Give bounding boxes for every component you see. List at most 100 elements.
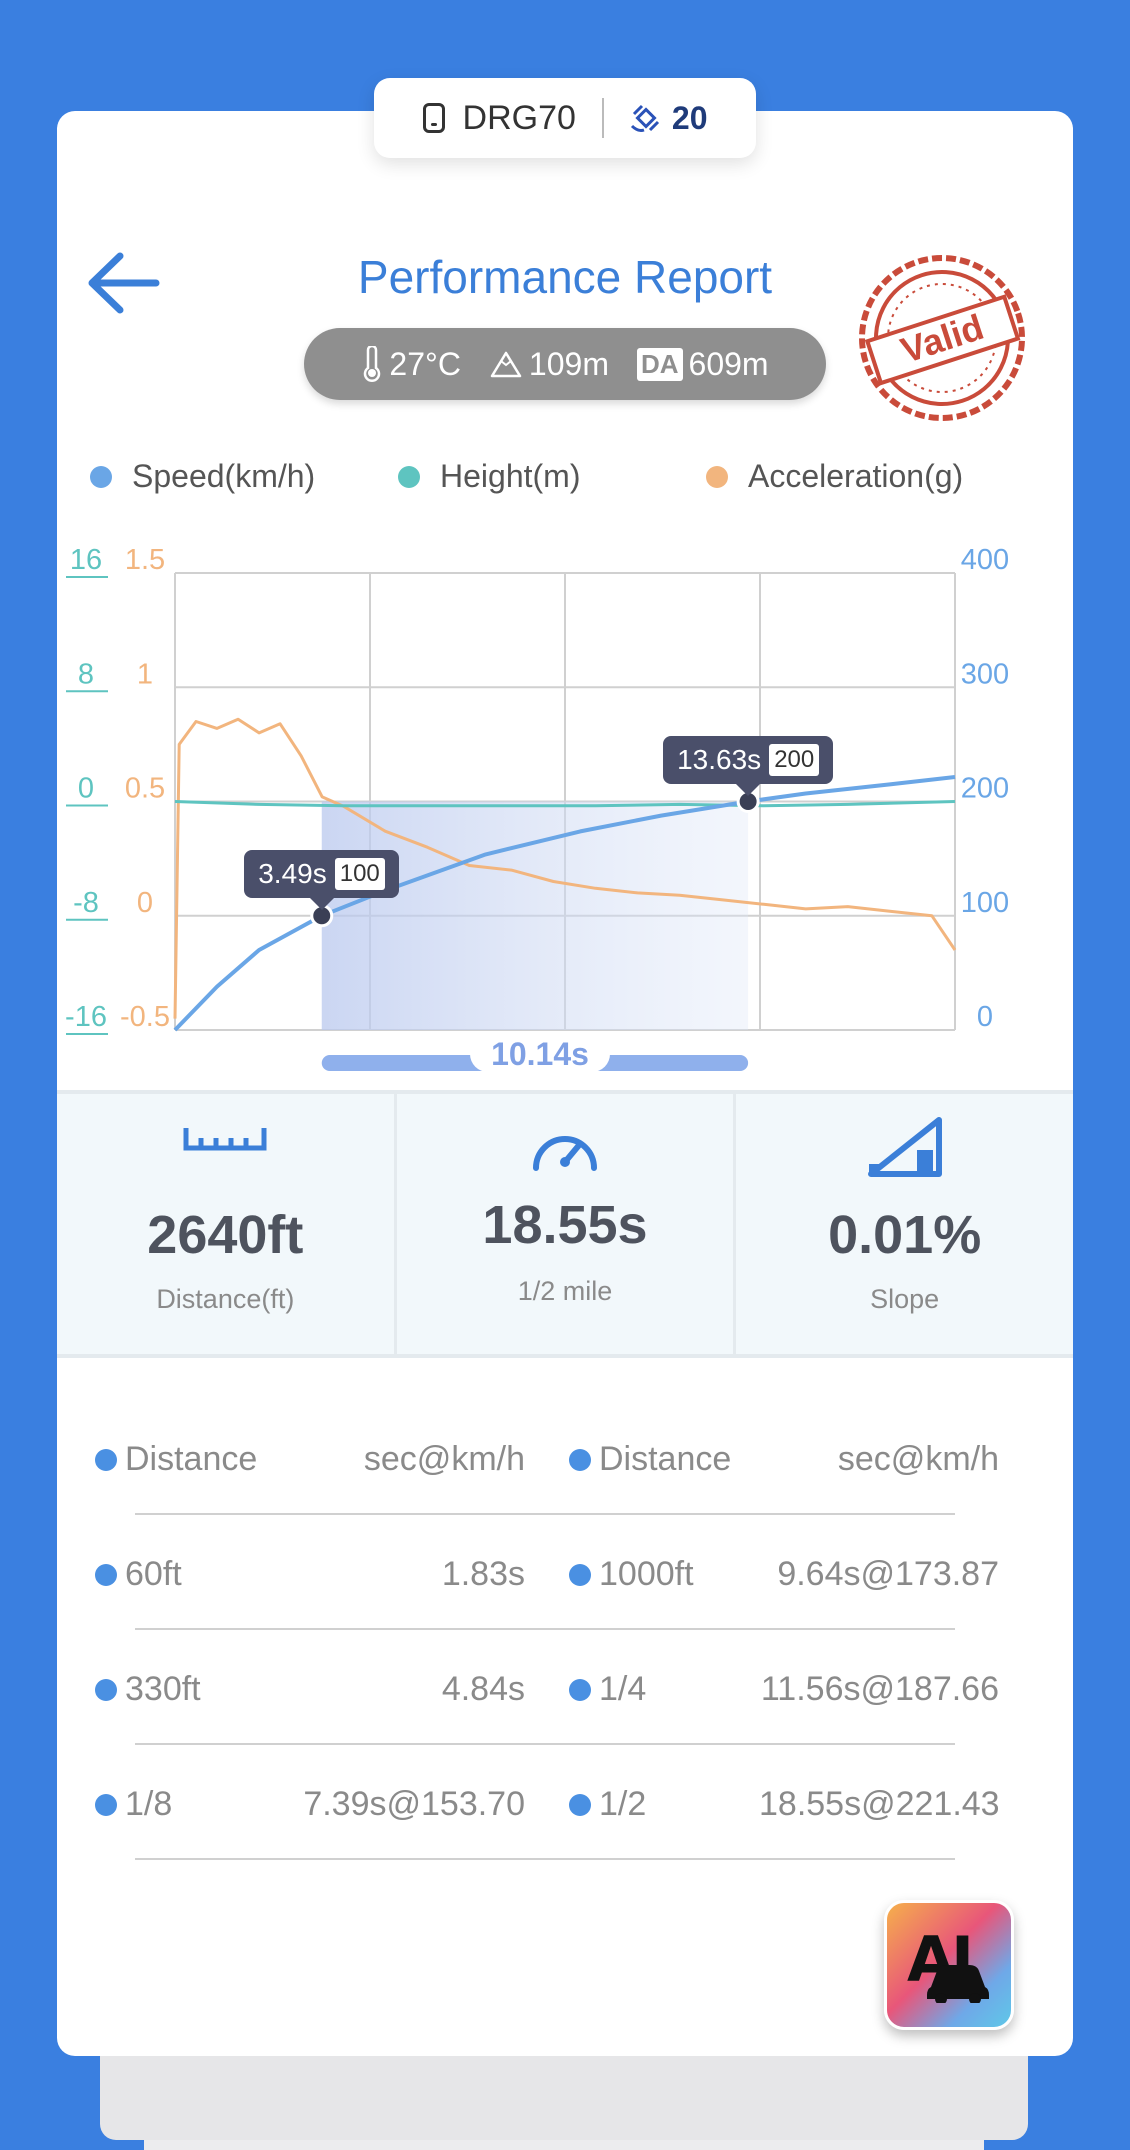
marker-tooltip-1: 3.49s 100 — [244, 849, 399, 910]
altitude-value: 109m — [528, 345, 609, 382]
accel-tick-label: 1.5 — [125, 544, 165, 576]
speed-series-line — [173, 775, 956, 1032]
table-row: 60ft 1.83s 1000ft 9.64s@173.87 — [57, 1515, 1073, 1630]
car-icon — [927, 1965, 989, 2003]
height-tick-label: 16 — [70, 544, 102, 576]
temperature-value: 27°C — [389, 345, 461, 382]
stat-slope: 0.01% Slope — [736, 1094, 1073, 1354]
distance-cell: 1/4 — [569, 1670, 646, 1709]
split-times-table: Distance sec@km/h Distance sec@km/h 60ft… — [57, 1400, 1073, 1860]
row-divider — [135, 1858, 955, 1860]
time-cell: 18.55s@221.43 — [759, 1785, 1000, 1823]
temperature: 27°C — [361, 346, 461, 383]
accel-tick-label: 1 — [137, 658, 153, 690]
thermometer-icon — [364, 346, 381, 382]
phone-icon — [422, 103, 445, 133]
height-tick-label: 0 — [78, 773, 94, 805]
conditions-pill: 27°C 109m DA 609m — [304, 328, 826, 400]
tooltip-speed: 200 — [769, 743, 820, 776]
altitude: 109m — [489, 346, 609, 383]
tooltip-speed: 100 — [334, 857, 385, 890]
da-badge: DA — [636, 347, 683, 381]
device-pill[interactable]: DRG70 20 — [374, 78, 756, 158]
time-cell: 1.83s — [441, 1555, 525, 1593]
table-row: 1/8 7.39s@153.70 1/2 18.55s@221.43 — [57, 1745, 1073, 1860]
stat-value: 2640ft — [147, 1205, 304, 1265]
bullet-dot — [95, 1448, 117, 1471]
header-cell: Distance — [95, 1440, 257, 1479]
valid-stamp: Valid — [859, 255, 1025, 421]
height-tick-label: 8 — [78, 658, 94, 690]
report-card — [57, 111, 1073, 2056]
stat-label: 1/2 mile — [517, 1276, 613, 1306]
span-duration-label: 10.14s — [470, 1036, 610, 1072]
table-row: 330ft 4.84s 1/4 11.56s@187.66 — [57, 1630, 1073, 1745]
bullet-dot — [569, 1678, 591, 1701]
height-tick-label: -16 — [65, 1001, 107, 1033]
density-altitude: DA 609m — [636, 345, 769, 383]
density-altitude-value: 609m — [688, 345, 769, 382]
performance-chart[interactable]: 16 8 0 -8 -16 1.5 1 0.5 0 -0.5 400 300 200 100 0 — [0, 520, 1130, 1080]
bullet-dot — [569, 1448, 591, 1471]
back-arrow-icon[interactable] — [84, 250, 160, 316]
bullet-dot — [569, 1793, 591, 1816]
stat-label: Slope — [870, 1284, 940, 1314]
accel-tick-label: -0.5 — [120, 1001, 170, 1033]
satellite-icon — [630, 104, 659, 132]
legend-label: Acceleration(g) — [748, 458, 964, 494]
ai-assistant-button[interactable]: AI — [884, 1900, 1014, 2030]
speed-tick-label: 400 — [961, 544, 1009, 576]
height-series-line — [174, 800, 956, 808]
speedometer-icon — [533, 1136, 597, 1171]
speed-tick-label: 200 — [961, 773, 1009, 805]
stats-panel: 2640ft Distance(ft) 18.55s 1/2 mile 0.01… — [57, 1090, 1073, 1358]
legend-label: Height(m) — [440, 458, 581, 494]
header-cell: sec@km/h — [837, 1440, 999, 1478]
stat-label: Distance(ft) — [156, 1284, 295, 1314]
bullet-dot — [95, 1563, 117, 1586]
speed-tick-label: 0 — [977, 1001, 993, 1033]
device-name: DRG70 — [462, 98, 576, 137]
distance-cell: 1/2 — [569, 1785, 646, 1824]
stat-time: 18.55s 1/2 mile — [397, 1094, 737, 1354]
time-cell: 11.56s@187.66 — [760, 1670, 999, 1708]
speed-tick-label: 100 — [961, 887, 1009, 919]
distance-cell: 1/8 — [95, 1785, 172, 1824]
card-stack-shadow-1 — [100, 2040, 1028, 2140]
time-cell: 7.39s@153.70 — [303, 1785, 525, 1823]
acceleration-series-line — [173, 717, 957, 1019]
bullet-dot — [95, 1793, 117, 1816]
acceleration-dot — [706, 465, 728, 488]
height-tick-label: -8 — [73, 887, 99, 919]
divider — [601, 98, 604, 138]
chart-legend: Speed(km/h) Height(m) Acceleration(g) — [90, 458, 1090, 498]
row-divider — [135, 1628, 955, 1630]
row-divider — [135, 1743, 955, 1745]
bullet-dot — [95, 1678, 117, 1701]
header-cell: Distance — [569, 1440, 731, 1479]
stat-distance: 2640ft Distance(ft) — [57, 1094, 397, 1354]
time-cell: 4.84s — [441, 1670, 525, 1708]
selection-span — [321, 801, 749, 1030]
distance-cell: 1000ft — [569, 1555, 694, 1594]
mountain-icon — [490, 351, 522, 378]
height-dot — [398, 465, 420, 488]
speed-dot — [90, 465, 112, 488]
accel-tick-label: 0 — [137, 887, 153, 919]
legend-speed[interactable]: Speed(km/h) — [90, 458, 315, 495]
time-cell: 9.64s@173.87 — [777, 1555, 999, 1593]
slope-icon — [867, 1117, 942, 1177]
legend-acceleration[interactable]: Acceleration(g) — [706, 458, 963, 495]
marker-tooltip-2: 13.63s 200 — [663, 735, 834, 796]
legend-label: Speed(km/h) — [132, 458, 316, 494]
distance-cell: 60ft — [95, 1555, 182, 1594]
legend-height[interactable]: Height(m) — [398, 458, 580, 495]
tooltip-time: 13.63s — [677, 743, 762, 775]
table-header-row: Distance sec@km/h Distance sec@km/h — [57, 1400, 1073, 1515]
speed-tick-label: 300 — [961, 658, 1009, 690]
ruler-icon — [183, 1128, 267, 1151]
stat-value: 18.55s — [482, 1195, 648, 1255]
distance-cell: 330ft — [95, 1670, 201, 1709]
row-divider — [135, 1513, 955, 1515]
satellite-count: 20 — [671, 99, 708, 136]
